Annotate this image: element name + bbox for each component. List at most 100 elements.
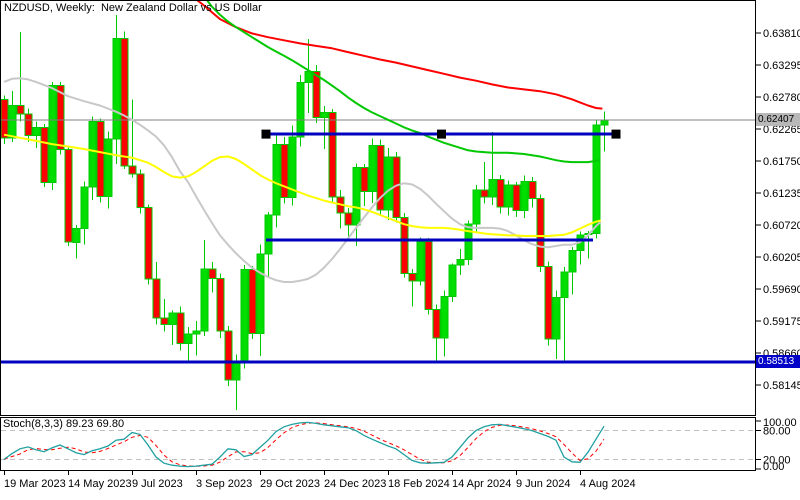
candle [432,304,441,361]
candle [536,194,545,273]
candle [280,137,289,204]
candle [480,162,489,204]
price-pane [1,1,755,410]
stoch-tick-label: 80.00 [763,426,791,438]
candle [416,237,425,286]
stoch-signal-line [3,422,605,467]
date-label: 4 Aug 2024 [580,478,636,490]
ma-slow-red [196,1,603,110]
candle [376,139,385,215]
candle [488,132,497,205]
candle [408,269,417,307]
candle-body-bull [488,179,497,198]
candle-body-bull [256,253,265,335]
candle [320,106,329,149]
candle [576,231,585,265]
candle [544,261,553,346]
candle [592,120,601,239]
candle [88,116,97,200]
candle [96,118,105,203]
date-label: 3 Sep 2023 [196,478,252,490]
date-label: 18 Feb 2024 [388,478,450,490]
candle [296,75,305,147]
trendline-upper-handle[interactable] [611,129,621,139]
candle-body-bear [360,167,369,192]
candle [80,181,89,245]
candle-body-bull [88,121,97,188]
candle-body-bull [448,264,457,297]
candle-body-bear [176,312,185,345]
price-tick-label: 0.62780 [763,92,800,104]
date-label: 14 May 2023 [68,478,132,490]
date-label: 24 Dec 2023 [324,478,386,490]
candle-body-bull [560,271,569,299]
candle [472,185,481,233]
stoch-tick-label: 100.00 [763,417,797,429]
candle [384,147,393,220]
trendline-upper-handle[interactable] [437,129,446,139]
price-tick-label: 0.59175 [763,316,800,328]
candle [144,204,153,285]
candle [112,14,121,164]
candle-body-bear [1,98,9,139]
candle [40,124,49,187]
date-label: 29 Oct 2023 [260,478,320,490]
candle-body-bull [320,111,329,118]
candle [520,175,529,218]
candle-body-bull [552,297,561,340]
ma-yellow [3,133,602,237]
candle [192,321,201,356]
candle-body-bear [480,189,489,198]
candle [56,81,65,155]
candle [200,239,209,337]
candle-body-bear [152,278,161,319]
candle [48,81,57,190]
candle [496,175,505,214]
candle-body-bear [216,277,225,332]
price-tick-label: 0.63810 [763,28,800,40]
candle [272,133,281,228]
candle-body-bear [96,121,105,197]
candle [256,244,265,356]
candle [104,131,113,209]
candle [552,290,561,360]
candle-body-bull [288,136,297,198]
chart-title: NZDUSD, Weekly: New Zealand Dollar vs US… [4,2,262,14]
stoch-tick-label: 0.00 [763,461,784,473]
candle-body-bear [64,149,73,243]
candle-body-bull [72,228,81,243]
candle-body-bear [224,330,233,381]
candle [304,39,313,113]
price-tick-label: 0.61235 [763,188,800,200]
candle [504,180,513,216]
trendline-upper-handle[interactable] [261,129,271,139]
price-tick-label: 0.60720 [763,220,800,232]
candle [344,208,353,239]
candle [360,163,369,207]
candle-body-bull [456,259,465,266]
candle-body-bear [528,180,537,200]
ma-green [206,1,601,164]
stoch-tick-label: 20.00 [763,454,791,466]
candle-body-bull [416,241,425,282]
candle [528,177,537,208]
candle [208,262,217,293]
candle-body-bull [520,180,529,212]
candle [456,249,465,276]
candle-body-bull [80,186,89,229]
candle-body-bear [312,70,321,118]
current-price-tag: 0.62407 [756,113,800,126]
candle [176,306,185,351]
candle [160,298,169,332]
candle-body-bull [240,269,249,363]
candle-body-bull [504,184,513,208]
candle-body-bear [208,268,217,279]
candle [352,163,361,246]
candle-body-bear [280,144,289,198]
candle [424,237,433,315]
candle [240,265,249,369]
price-tick-label: 0.61750 [763,156,800,168]
candle [8,91,17,143]
candle-body-bear [160,317,169,325]
